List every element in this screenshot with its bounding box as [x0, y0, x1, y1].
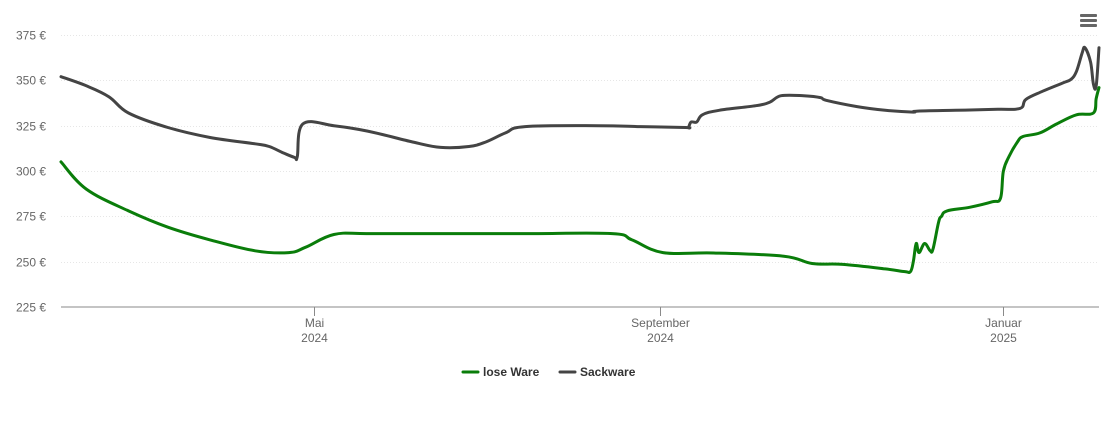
grid-layer [61, 35, 1099, 263]
x-tick-label-month: Mai [305, 316, 324, 330]
x-tick-label-month: September [631, 316, 690, 330]
x-tick-label-year: 2025 [990, 331, 1017, 345]
x-tick-label-year: 2024 [301, 331, 328, 345]
series-line-sackware[interactable] [59, 45, 1101, 162]
menu-bar-bottom [1079, 24, 1097, 27]
x-tick-label-year: 2024 [647, 331, 674, 345]
hamburger-menu-icon[interactable] [1076, 10, 1100, 32]
x-tick-label-month: Januar [985, 316, 1022, 330]
legend-label: Sackware [580, 365, 636, 379]
series-layer [59, 45, 1101, 275]
series-line-lose-ware[interactable] [59, 86, 1101, 275]
y-tick-label: 275 € [16, 210, 46, 224]
menu-bar-top [1079, 14, 1097, 17]
y-tick-label: 250 € [16, 256, 46, 270]
legend-label: lose Ware [483, 365, 540, 379]
y-axis-labels: 375 € 350 € 325 € 300 € 275 € 250 € 225 € [16, 29, 46, 315]
y-tick-label: 350 € [16, 74, 46, 88]
legend-item-lose-ware[interactable]: lose Ware [461, 365, 540, 379]
y-tick-label: 375 € [16, 29, 46, 43]
legend-item-sackware[interactable]: Sackware [558, 365, 636, 379]
menu-bar-middle [1079, 19, 1097, 22]
y-tick-label: 225 € [16, 301, 46, 315]
y-tick-label: 300 € [16, 165, 46, 179]
y-tick-label: 325 € [16, 120, 46, 134]
legend: lose Ware Sackware [461, 365, 636, 379]
